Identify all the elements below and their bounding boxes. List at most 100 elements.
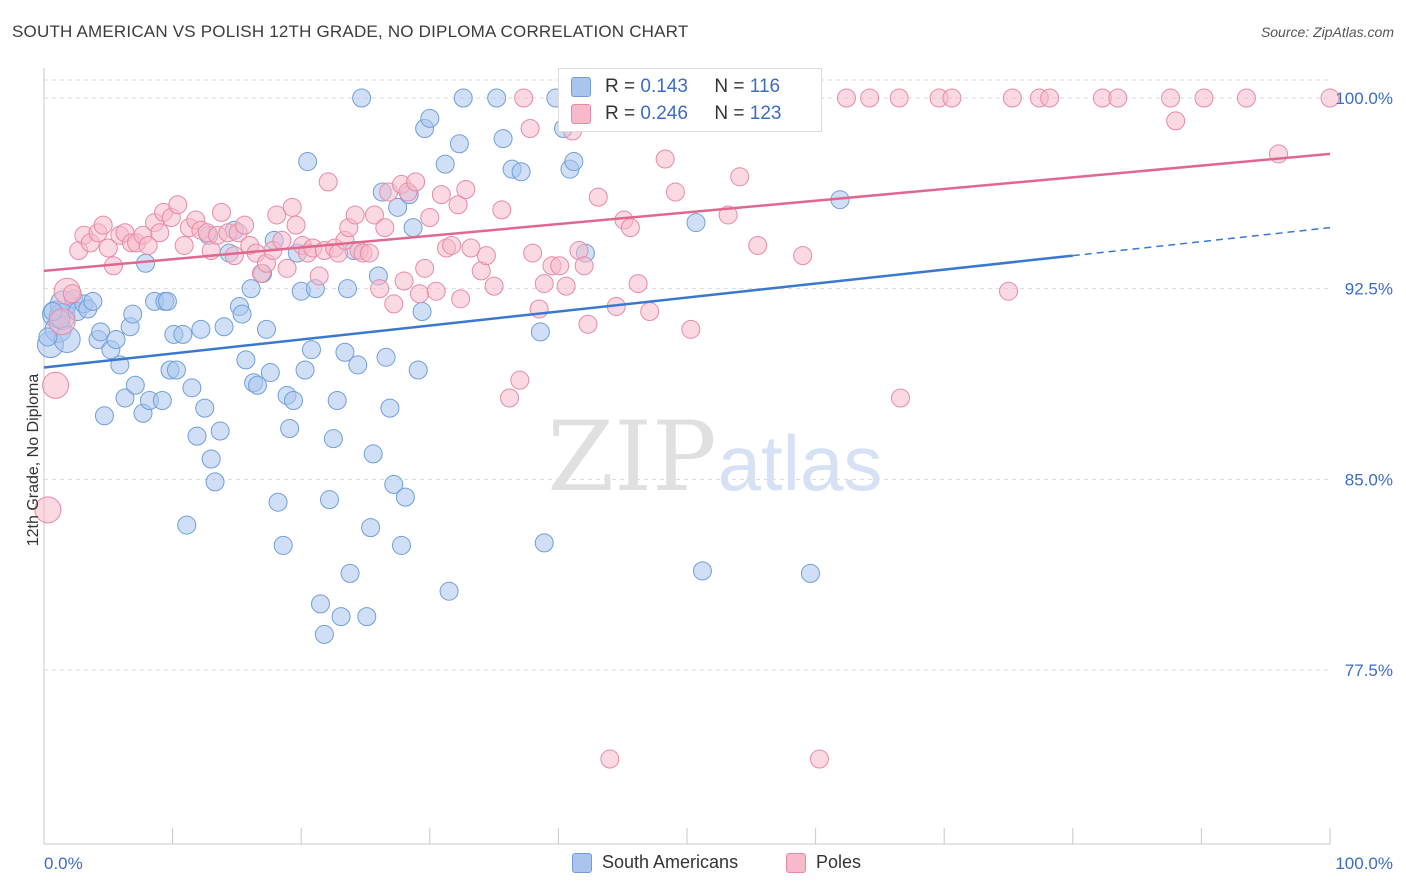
data-point: [420, 108, 440, 128]
data-point: [210, 421, 230, 441]
grid-lines: [44, 79, 1330, 671]
data-point: [376, 347, 396, 367]
y-tick-label: 77.5%: [1345, 661, 1393, 680]
data-point: [556, 276, 576, 296]
series-legend: South Americans Poles: [0, 850, 1406, 878]
data-point: [889, 88, 909, 108]
data-point: [177, 515, 197, 535]
data-point: [578, 314, 598, 334]
data-point: [530, 322, 550, 342]
data-point: [340, 563, 360, 583]
source-label: Source: ZipAtlas.com: [1260, 24, 1394, 40]
data-point: [152, 391, 172, 411]
data-point: [359, 243, 379, 263]
data-point: [283, 391, 303, 411]
data-point: [500, 388, 520, 408]
data-point: [406, 172, 426, 192]
data-point: [1161, 88, 1181, 108]
n-value: 116: [749, 76, 781, 97]
data-point: [93, 215, 113, 235]
data-point: [793, 246, 813, 266]
data-point: [461, 238, 481, 258]
data-point: [166, 360, 186, 380]
chart-title: SOUTH AMERICAN VS POLISH 12TH GRADE, NO …: [12, 22, 689, 41]
n-label: N =: [714, 76, 745, 97]
data-point: [628, 274, 648, 294]
data-point: [395, 487, 415, 507]
data-point: [211, 202, 231, 222]
data-point: [232, 304, 252, 324]
data-point: [361, 518, 381, 538]
data-point: [314, 624, 334, 644]
axes: [43, 68, 1331, 845]
data-point: [42, 371, 70, 399]
data-point: [620, 218, 640, 238]
legend-item-poles[interactable]: Poles: [786, 852, 861, 873]
data-point: [331, 607, 351, 627]
data-point: [600, 749, 620, 769]
data-point: [836, 88, 856, 108]
data-point: [809, 749, 829, 769]
data-point: [327, 391, 347, 411]
data-point: [523, 243, 543, 263]
data-point: [640, 302, 660, 322]
data-point: [408, 360, 428, 380]
legend-swatch-pink: [786, 852, 806, 873]
watermark: ZIP atlas: [547, 401, 882, 513]
y-tick-label: 100.0%: [1335, 89, 1393, 108]
legend-swatch-pink: [571, 104, 591, 124]
data-point: [435, 154, 455, 174]
data-point: [267, 205, 287, 225]
data-point: [380, 398, 400, 418]
data-point: [456, 180, 476, 200]
data-point: [319, 490, 339, 510]
stats-row-south-americans: R = 0.143 N = 116: [571, 74, 780, 100]
data-point: [665, 182, 685, 202]
data-point: [365, 205, 385, 225]
data-point: [718, 205, 738, 225]
data-point: [550, 256, 570, 276]
data-point: [94, 406, 114, 426]
data-point: [286, 215, 306, 235]
r-value: 0.143: [640, 76, 688, 97]
data-point: [1108, 88, 1128, 108]
data-point: [449, 134, 469, 154]
y-tick-label: 92.5%: [1345, 280, 1393, 299]
legend-label-poles: Poles: [816, 852, 862, 872]
data-point: [150, 223, 170, 243]
data-point: [392, 535, 412, 555]
data-point: [168, 195, 188, 215]
data-point: [272, 230, 292, 250]
data-point: [681, 319, 701, 339]
legend-item-south-americans[interactable]: South Americans: [572, 852, 738, 873]
r-label: R =: [605, 76, 636, 97]
series-south-americans: [36, 88, 850, 644]
data-point: [195, 398, 215, 418]
data-point: [588, 187, 608, 207]
data-point: [426, 281, 446, 301]
data-point: [1166, 111, 1186, 131]
data-point: [157, 291, 177, 311]
data-point: [48, 308, 76, 336]
data-point: [420, 207, 440, 227]
r-value: 0.246: [640, 103, 688, 124]
data-point: [493, 129, 513, 149]
data-point: [280, 418, 300, 438]
data-point: [487, 88, 507, 108]
data-point: [453, 88, 473, 108]
data-point: [318, 172, 338, 192]
x-tick-label-max: 100.0%: [1335, 854, 1393, 873]
data-point: [38, 327, 58, 347]
data-point: [91, 322, 111, 342]
data-point: [511, 162, 531, 182]
data-point: [260, 363, 280, 383]
data-point: [115, 388, 135, 408]
y-axis-label: 12th Grade, No Diploma: [25, 374, 42, 547]
data-point: [205, 472, 225, 492]
data-point: [173, 324, 193, 344]
data-point: [942, 88, 962, 108]
data-point: [564, 152, 584, 172]
data-point: [337, 279, 357, 299]
data-point: [1320, 88, 1340, 108]
